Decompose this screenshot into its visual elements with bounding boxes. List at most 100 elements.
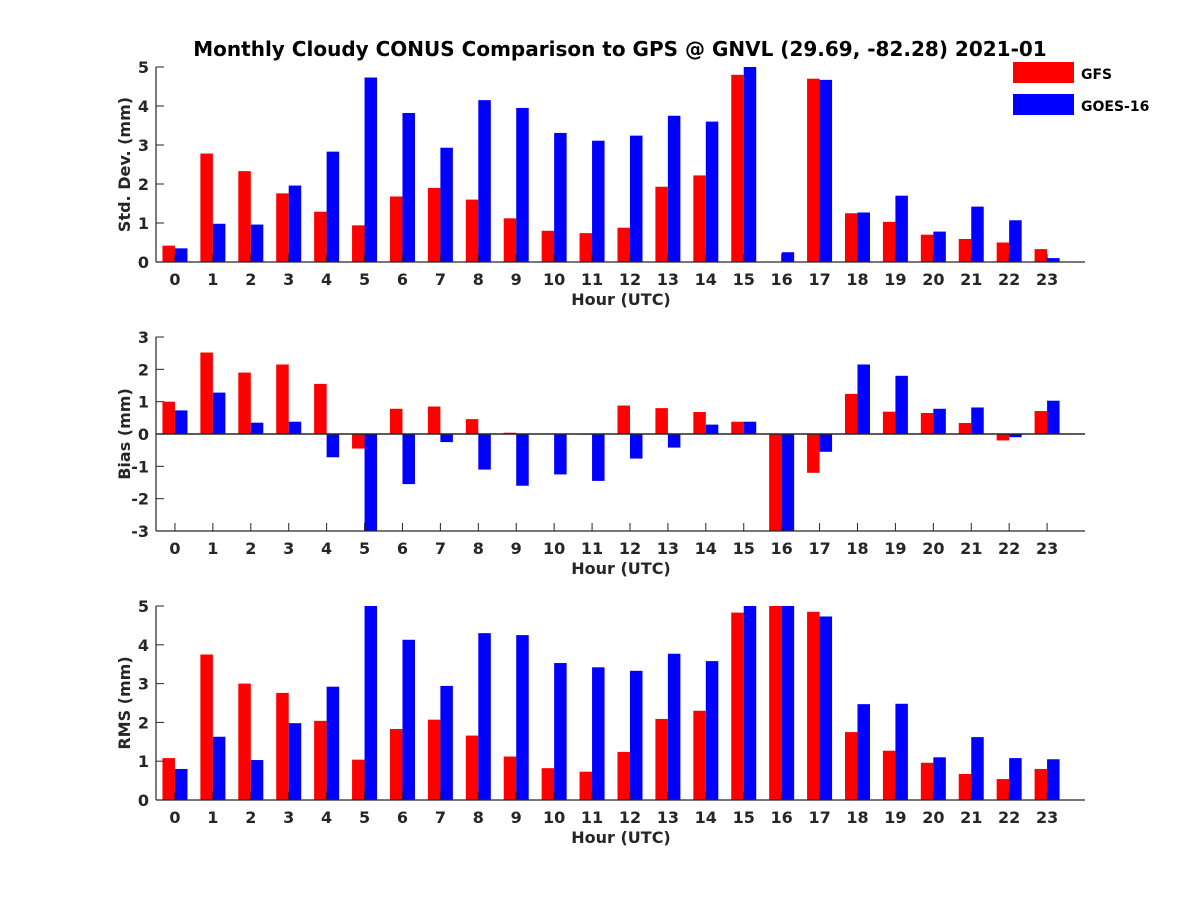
x-tick-label-bias-12: 12	[619, 539, 641, 558]
bar-rms-gfs-4	[314, 720, 327, 800]
bar-rms-gfs-10	[541, 768, 555, 800]
bar-rms-gfs-14	[693, 710, 706, 800]
y-tick-label-rms-3: 3	[138, 675, 149, 694]
bar-bias-gfs-0	[162, 401, 175, 434]
bar-bias-goes16-20	[933, 408, 946, 434]
bar-stddev-gfs-15	[731, 74, 744, 262]
bar-stddev-gfs-18	[844, 213, 858, 262]
bar-rms-gfs-16	[769, 606, 782, 800]
bar-rms-gfs-23	[1034, 768, 1048, 800]
bar-stddev-gfs-5	[352, 225, 365, 262]
bar-rms-gfs-13	[655, 718, 668, 800]
y-tick-label-rms-2: 2	[138, 713, 149, 732]
bar-stddev-goes16-22	[1009, 220, 1022, 262]
bar-bias-gfs-15	[731, 421, 744, 434]
x-tick-label-bias-6: 6	[397, 539, 408, 558]
bar-bias-goes16-2	[250, 422, 264, 434]
x-tick-label-stddev-3: 3	[283, 270, 294, 289]
x-tick-label-rms-5: 5	[359, 808, 370, 827]
x-tick-label-stddev-22: 22	[998, 270, 1020, 289]
x-tick-label-rms-23: 23	[1036, 808, 1058, 827]
bar-bias-gfs-20	[920, 412, 934, 434]
bar-stddev-goes16-9	[516, 107, 529, 262]
bar-bias-gfs-18	[844, 393, 858, 434]
bar-bias-goes16-18	[857, 364, 870, 434]
x-tick-label-rms-0: 0	[169, 808, 180, 827]
x-tick-label-stddev-14: 14	[695, 270, 717, 289]
bar-stddev-goes16-19	[895, 195, 908, 262]
bar-rms-gfs-8	[465, 735, 479, 800]
x-tick-label-rms-10: 10	[543, 808, 565, 827]
bar-stddev-gfs-17	[807, 78, 820, 262]
x-tick-label-rms-6: 6	[397, 808, 408, 827]
x-tick-label-bias-5: 5	[359, 539, 370, 558]
bar-bias-gfs-23	[1034, 411, 1048, 434]
x-tick-label-bias-14: 14	[695, 539, 717, 558]
x-tick-label-rms-3: 3	[283, 808, 294, 827]
x-tick-label-bias-7: 7	[435, 539, 446, 558]
bar-rms-gfs-3	[276, 692, 289, 800]
bar-stddev-gfs-1	[200, 153, 213, 262]
bar-stddev-goes16-16	[781, 252, 795, 262]
bar-stddev-gfs-11	[579, 233, 593, 262]
y-tick-label-rms-5: 5	[138, 597, 149, 616]
x-tick-label-bias-19: 19	[884, 539, 906, 558]
x-axis-label-stddev: Hour (UTC)	[571, 290, 671, 309]
y-tick-label-bias--1: -1	[131, 457, 149, 476]
y-tick-label-rms-4: 4	[138, 636, 149, 655]
bar-bias-gfs-3	[276, 364, 289, 434]
bar-rms-goes16-5	[364, 606, 378, 800]
bar-rms-goes16-21	[971, 737, 984, 800]
bar-rms-gfs-11	[579, 771, 593, 800]
bar-bias-gfs-1	[200, 352, 213, 434]
y-axis-label-bias: Bias (mm)	[115, 388, 134, 480]
bar-stddev-gfs-13	[655, 186, 668, 262]
x-tick-label-rms-12: 12	[619, 808, 641, 827]
x-tick-label-rms-22: 22	[998, 808, 1020, 827]
bar-bias-goes16-17	[819, 434, 833, 452]
bar-stddev-goes16-10	[554, 132, 567, 262]
y-axis-label-rms: RMS (mm)	[115, 656, 134, 749]
bar-bias-gfs-14	[693, 412, 706, 434]
y-tick-label-stddev-3: 3	[138, 136, 149, 155]
bar-rms-goes16-15	[743, 606, 757, 800]
x-tick-label-bias-23: 23	[1036, 539, 1058, 558]
bar-bias-gfs-12	[617, 405, 630, 434]
bar-bias-goes16-22	[1009, 434, 1022, 438]
x-tick-label-stddev-11: 11	[581, 270, 603, 289]
y-tick-label-stddev-1: 1	[138, 214, 149, 233]
bar-bias-gfs-2	[238, 372, 251, 434]
x-tick-label-rms-19: 19	[884, 808, 906, 827]
bar-rms-goes16-23	[1047, 759, 1060, 800]
x-tick-label-stddev-0: 0	[169, 270, 180, 289]
bar-stddev-goes16-21	[971, 206, 984, 262]
panel-stddev: 0 1 2 3 4 5 6 7 8 9 10 11 12 13 14 15 16 17 18 19 20 21 22 2301…	[115, 58, 1085, 309]
bar-bias-goes16-8	[478, 434, 491, 470]
bar-bias-goes16-1	[212, 392, 226, 434]
bar-stddev-goes16-1	[212, 223, 226, 262]
bar-rms-gfs-17	[807, 611, 820, 800]
x-tick-label-stddev-2: 2	[245, 270, 256, 289]
bar-stddev-goes16-23	[1047, 258, 1060, 262]
bar-stddev-goes16-11	[592, 140, 605, 262]
bar-rms-goes16-10	[554, 663, 567, 800]
x-tick-label-rms-1: 1	[207, 808, 218, 827]
x-tick-label-stddev-18: 18	[846, 270, 868, 289]
bar-stddev-gfs-8	[465, 199, 479, 262]
bar-bias-gfs-6	[389, 408, 403, 434]
bar-rms-goes16-1	[212, 736, 226, 800]
bar-stddev-goes16-4	[326, 151, 340, 262]
bar-stddev-goes16-6	[402, 113, 415, 263]
x-tick-label-bias-15: 15	[733, 539, 755, 558]
y-tick-label-rms-0: 0	[138, 791, 149, 810]
bar-rms-gfs-2	[238, 683, 251, 800]
bar-rms-gfs-12	[617, 751, 630, 800]
x-tick-label-stddev-4: 4	[321, 270, 332, 289]
x-tick-label-stddev-15: 15	[733, 270, 755, 289]
bar-rms-gfs-9	[503, 756, 517, 800]
y-tick-label-stddev-0: 0	[138, 253, 149, 272]
x-tick-label-bias-4: 4	[321, 539, 332, 558]
bar-rms-goes16-17	[819, 616, 833, 800]
